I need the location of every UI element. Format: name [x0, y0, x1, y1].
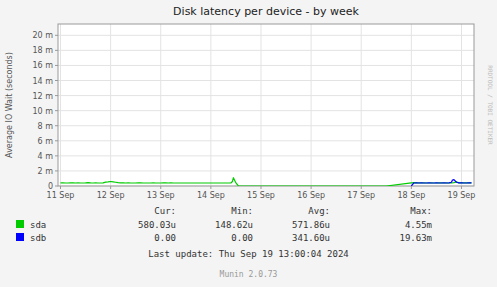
stats-value: 0.00: [231, 233, 253, 243]
stats-value: 148.62u: [215, 220, 253, 230]
tick-label: 8 m: [38, 122, 54, 131]
plot-area: [58, 24, 474, 186]
tick-label: 17 Sep: [347, 191, 375, 200]
chart: Disk latency per device - by week 0 2 m 4 m…: [0, 0, 497, 287]
grid-line: [60, 24, 61, 186]
tick-label: 16 m: [32, 61, 53, 70]
plot-frame: [58, 24, 474, 186]
series-lines: [61, 178, 472, 186]
legend-swatch: [16, 220, 24, 228]
grid-line: [210, 24, 211, 186]
tick-label: 20 m: [32, 31, 53, 40]
version: Munin 2.0.73: [220, 270, 278, 279]
tick-label: 14 m: [32, 77, 53, 86]
tick-label: 18 Sep: [397, 191, 425, 200]
tick-label: 12 m: [32, 92, 53, 101]
series-line: [411, 180, 471, 186]
tick-label: 2 m: [38, 167, 54, 176]
tick-label: 14 Sep: [197, 191, 225, 200]
stats-value: 0.00: [154, 233, 176, 243]
stats-header: Cur:: [154, 206, 176, 216]
tick-label: 6 m: [38, 137, 54, 146]
tick-label: 13 Sep: [147, 191, 175, 200]
background: [0, 0, 497, 287]
legend: Cur: Min: Avg: Max: sda 580.03u 148.62u 571.86u…: [16, 206, 432, 243]
y-axis-label: Average IO Wait (seconds): [5, 52, 14, 158]
stats-header: Min:: [231, 206, 253, 216]
tick-label: 16 Sep: [297, 191, 325, 200]
tick-label: 0: [48, 182, 53, 191]
tick-label: 11 Sep: [47, 191, 75, 200]
tick-label: 12 Sep: [97, 191, 125, 200]
tick-label: 19 Sep: [448, 191, 476, 200]
stats-value: 571.86u: [292, 220, 330, 230]
grid-line: [110, 24, 111, 186]
tick-label: 18 m: [32, 46, 53, 55]
tick-label: 15 Sep: [247, 191, 275, 200]
axes: 0 2 m 4 m 6 m 8 m 10 m 12 m 14 m 16 m 18 m 20 m 11 …: [32, 31, 475, 200]
grid-line: [260, 24, 261, 186]
stats-header: Max:: [410, 206, 432, 216]
tick-label: 4 m: [38, 152, 54, 161]
grid-line: [361, 24, 362, 186]
stats-value: 580.03u: [138, 220, 176, 230]
grid-line: [461, 24, 462, 186]
legend-label: sdb: [30, 233, 46, 243]
stats-value: 19.63m: [399, 233, 432, 243]
grid-line: [311, 24, 312, 186]
stats-value: 4.55m: [405, 220, 432, 230]
legend-swatch: [16, 233, 24, 241]
grid-line: [160, 24, 161, 186]
tick-label: 10 m: [32, 107, 53, 116]
watermark: RRDTOOL / TOBI OETIKER: [487, 65, 494, 145]
grid-line: [411, 24, 412, 186]
series-line: [61, 178, 472, 186]
stats-header: Avg:: [308, 206, 330, 216]
title: Disk latency per device - by week: [173, 5, 359, 18]
last-update: Last update: Thu Sep 19 13:00:04 2024: [148, 249, 348, 259]
stats-value: 341.60u: [292, 233, 330, 243]
legend-label: sda: [30, 220, 46, 230]
grid: [58, 24, 474, 186]
